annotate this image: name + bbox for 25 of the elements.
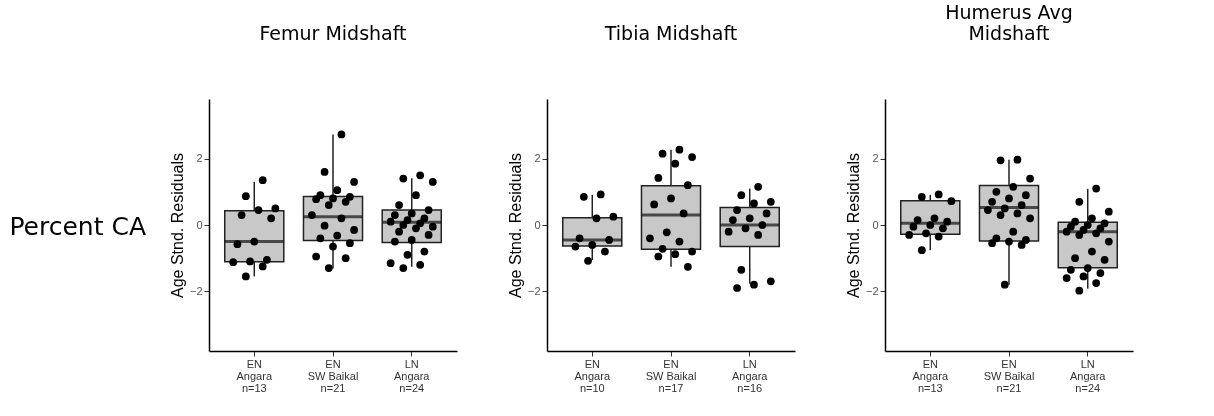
chart-title: Humerus Avg Midshaft xyxy=(945,1,1073,44)
x-tick-label: EN SW Baikal n=21 xyxy=(307,357,359,394)
y-tick-label: 0 xyxy=(872,218,879,231)
y-tick-label: 2 xyxy=(872,152,879,165)
y-tick-label: −2 xyxy=(189,284,203,297)
x-tick-label: EN SW Baikal n=21 xyxy=(983,357,1035,394)
y-axis-title: Age Stnd. Residuals xyxy=(168,153,186,298)
x-tick-label: LN Angara n=24 xyxy=(1069,357,1107,394)
y-tick-label: 0 xyxy=(534,218,541,231)
y-tick-label: 2 xyxy=(196,152,203,165)
y-tick-label: −2 xyxy=(865,284,879,297)
text: Percent CA xyxy=(8,212,146,241)
chart-title: Tibia Midshaft xyxy=(603,22,738,44)
y-tick-label: −2 xyxy=(527,284,541,297)
x-tick-label: EN Angara n=10 xyxy=(574,357,611,394)
y-axis-title: Age Stnd. Residuals xyxy=(506,153,524,298)
x-tick-label: EN Angara n=13 xyxy=(236,357,273,394)
x-tick-label: LN Angara n=16 xyxy=(731,357,769,394)
x-tick-label: LN Angara n=24 xyxy=(393,357,431,394)
x-tick-label: EN Angara n=13 xyxy=(912,357,949,394)
y-tick-label: 0 xyxy=(196,218,203,231)
y-tick-label: 2 xyxy=(534,152,541,165)
y-axis-title: Age Stnd. Residuals xyxy=(844,153,862,298)
chart-title: Femur Midshaft xyxy=(259,22,407,44)
x-tick-label: EN SW Baikal n=17 xyxy=(645,357,697,394)
